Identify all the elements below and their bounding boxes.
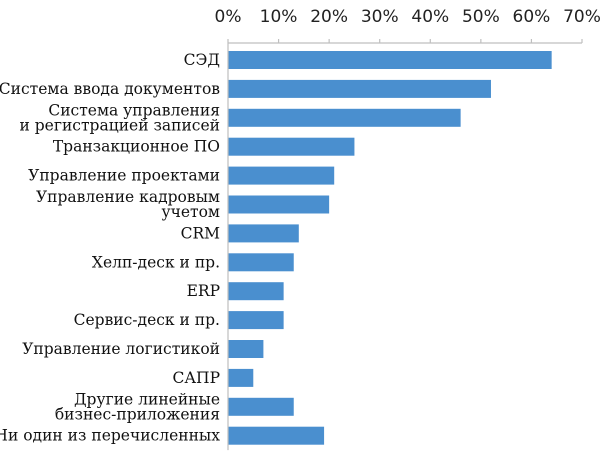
- x-tick-label: 20%: [310, 7, 348, 27]
- bar: [228, 282, 284, 301]
- category-label: Ни один из перечисленных: [0, 427, 220, 445]
- x-tick-label: 50%: [462, 7, 500, 27]
- bar: [228, 253, 294, 272]
- bar: [228, 224, 299, 243]
- bar: [228, 195, 330, 214]
- bar: [228, 108, 461, 127]
- category-label: Управление проектами: [28, 167, 220, 185]
- bar: [228, 137, 355, 156]
- category-label: ERP: [187, 282, 220, 300]
- x-tick-label: 60%: [513, 7, 551, 27]
- bar: [228, 397, 294, 416]
- category-label: CRM: [181, 224, 221, 242]
- category-label: Сервис-деск и пр.: [74, 311, 220, 329]
- category-label: СЭД: [184, 51, 220, 69]
- category-label: Система управления и регистрацией записей: [20, 101, 221, 134]
- bar: [228, 340, 264, 358]
- bar: [228, 426, 325, 445]
- bar: [228, 368, 254, 387]
- category-label: Система ввода документов: [0, 80, 220, 98]
- bar: [228, 51, 552, 69]
- category-label: Хелп-деск и пр.: [92, 253, 220, 271]
- bar: [228, 311, 284, 330]
- category-label: Управление логистикой: [22, 340, 220, 358]
- bars: [228, 51, 552, 445]
- category-labels: СЭД Система ввода документов Система управ…: [0, 51, 220, 445]
- category-label: Транзакционное ПО: [53, 138, 220, 156]
- x-axis-ticks: 0% 10% 20% 30% 40% 50% 60% 70%: [215, 7, 601, 43]
- category-label: САПР: [172, 369, 220, 387]
- category-label: Управление кадровым учетом: [36, 188, 220, 221]
- x-tick-label: 0%: [215, 7, 242, 27]
- x-tick-label: 10%: [260, 7, 298, 27]
- category-label: Другие линейные бизнес-приложения: [55, 390, 220, 423]
- bar: [228, 79, 491, 98]
- x-tick-label: 40%: [411, 7, 449, 27]
- bar: [228, 166, 335, 185]
- x-tick-label: 70%: [563, 7, 601, 27]
- x-tick-label: 30%: [361, 7, 399, 27]
